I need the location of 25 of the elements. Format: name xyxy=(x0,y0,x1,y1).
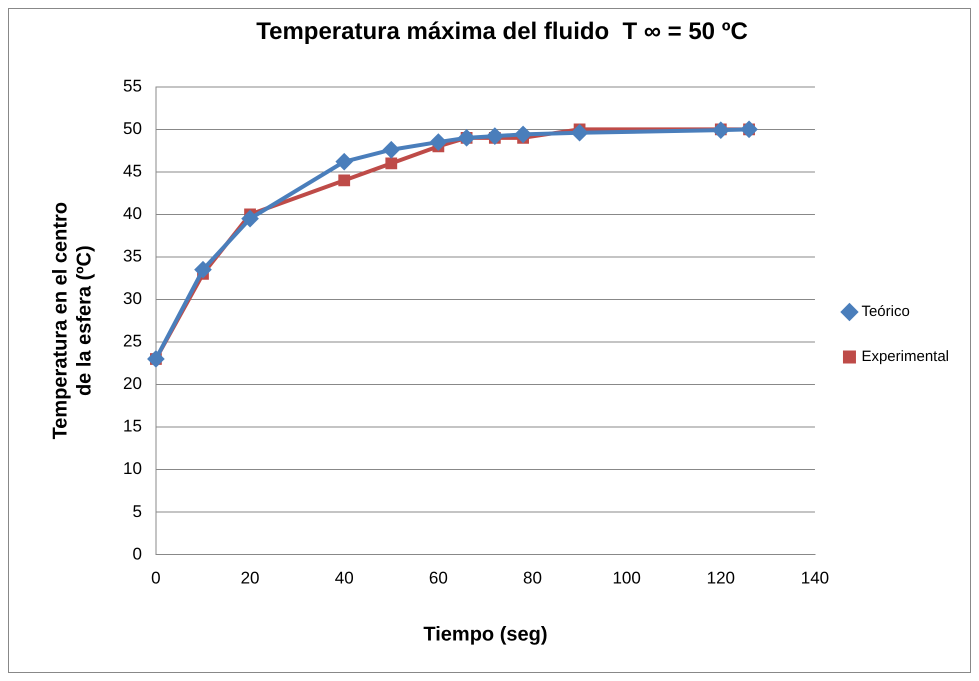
y-tick-label: 50 xyxy=(122,119,142,138)
y-tick-label: 30 xyxy=(122,289,142,308)
legend-label: Experimental xyxy=(861,348,950,366)
y-axis-title: Temperatura en el centro de la esfera (ºC) xyxy=(50,202,96,440)
x-tick-label: 40 xyxy=(334,568,354,588)
y-tick-label: 25 xyxy=(122,332,142,351)
y-tick-label: 55 xyxy=(122,76,142,96)
y-tick-label: 10 xyxy=(122,459,142,478)
x-tick-label: 0 xyxy=(151,568,161,588)
x-axis-title: Tiempo (seg) xyxy=(423,624,548,646)
x-tick-label: 20 xyxy=(240,568,260,588)
y-tick-label: 45 xyxy=(122,162,142,181)
x-tick-label: 120 xyxy=(706,568,735,588)
chart-title: Temperatura máxima del fluido T ∞ = 50 ºC xyxy=(256,18,748,46)
y-tick-label: 40 xyxy=(122,204,142,224)
legend-label: Teórico xyxy=(861,303,910,320)
y-tick-label: 20 xyxy=(122,374,142,394)
x-tick-label: 140 xyxy=(800,568,830,588)
x-tick-label: 80 xyxy=(523,568,542,588)
y-tick-label: 0 xyxy=(132,544,142,564)
y-tick-label: 15 xyxy=(122,416,142,436)
x-tick-label: 100 xyxy=(612,568,641,588)
y-tick-label: 35 xyxy=(122,246,142,266)
y-tick-label: 5 xyxy=(132,502,142,521)
x-tick-label: 60 xyxy=(428,568,448,588)
